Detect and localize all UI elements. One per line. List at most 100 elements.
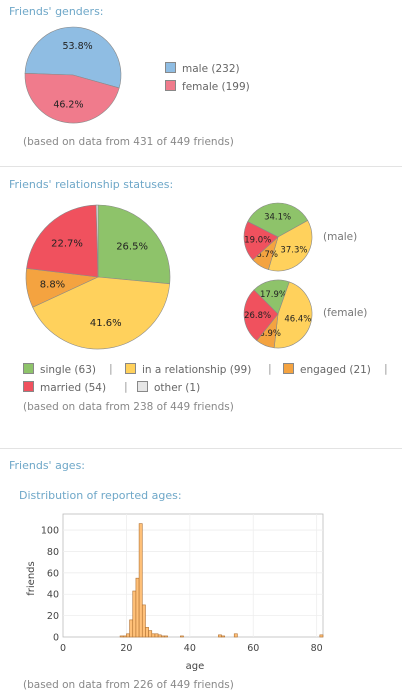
y-axis-label: friends: [26, 561, 37, 595]
legend-swatch-married: [23, 381, 34, 392]
x-tick-label: 0: [60, 643, 66, 654]
pie-slice-single: [97, 204, 171, 285]
legend-label-engaged: engaged (21): [300, 364, 371, 376]
histogram-bar: [233, 633, 238, 638]
legend-label-female: female (199): [182, 81, 250, 93]
x-tick-label: 80: [311, 643, 323, 654]
ages-note: (based on data from 226 of 449 friends): [23, 679, 234, 691]
pie-data-label: 53.8%: [62, 41, 92, 52]
histogram-bar: [319, 634, 324, 638]
legend-married: married (54): [23, 381, 106, 394]
relationship-pie-male: 34.1% 37.3%8.7% 19.0%: [243, 202, 313, 272]
pie-data-label: 41.6%: [90, 318, 122, 329]
legend-swatch-female: [165, 80, 176, 91]
pie-data-label: 26.8%: [244, 311, 271, 321]
histogram-bar: [154, 633, 159, 638]
pie-slice-married: [243, 289, 279, 342]
legend-label-in-relationship: in a relationship (99): [142, 364, 252, 376]
pie-data-label: 19.0%: [244, 236, 271, 246]
pie-slice-married: [243, 221, 279, 261]
legend-separator: |: [124, 380, 128, 393]
relationship-pie-overall: 26.5% 41.6% 8.8% 22.7%: [25, 204, 171, 350]
histogram-bar: [151, 633, 156, 638]
histogram-bar: [145, 627, 149, 638]
histogram-bar: [218, 634, 222, 638]
y-tick-label: 20: [47, 611, 59, 622]
histogram-bar: [119, 635, 124, 638]
y-tick-label: 40: [47, 590, 59, 601]
legend-label-married: married (54): [40, 382, 107, 394]
legend-label-other: other (1): [154, 382, 201, 394]
pie-slice-female: [24, 73, 120, 124]
legend-separator: |: [109, 362, 113, 375]
divider: [0, 448, 402, 449]
legend-swatch-single: [23, 363, 34, 374]
histogram-bar: [141, 604, 146, 638]
pie-data-label: 34.1%: [264, 213, 291, 223]
y-tick-label: 100: [41, 526, 59, 537]
histogram-bar: [129, 619, 134, 638]
genders-note: (based on data from 431 of 449 friends): [23, 136, 234, 148]
legend-other: other (1): [137, 381, 200, 394]
x-tick-label: 40: [184, 643, 196, 654]
legend-label-single: single (63): [40, 364, 96, 376]
legend-swatch-other: [137, 381, 148, 392]
genders-title: Friends' genders:: [9, 5, 104, 18]
pie-slice-in-a-relationship: [32, 276, 171, 350]
x-tick-label: 60: [247, 643, 259, 654]
pie-slice-other: [95, 204, 99, 278]
pie-data-label: 8.7%: [256, 250, 278, 260]
pie-data-label: 22.7%: [51, 238, 83, 249]
ages-title: Friends' ages:: [9, 459, 86, 472]
relationship-title: Friends' relationship statuses:: [9, 178, 174, 191]
histogram-bar: [148, 630, 153, 638]
y-tick-label: 60: [47, 568, 59, 579]
pie-data-label: 46.2%: [53, 100, 83, 111]
y-tick-label: 0: [53, 633, 59, 644]
pie-slice-in-a-relationship: [273, 281, 313, 349]
legend-swatch-male: [165, 62, 176, 73]
histogram-bar: [138, 523, 143, 638]
female-pie-label: (female): [323, 307, 368, 319]
relationship-pie-female: 17.9% 46.4%8.9% 26.8%: [243, 279, 313, 349]
plot-frame: [62, 513, 324, 638]
age-histogram: 0 20 40 60 80 100 0 20 40 60 80 age friends: [26, 513, 324, 672]
relationship-note: (based on data from 238 of 449 friends): [23, 401, 234, 413]
legend-label-male: male (232): [182, 63, 240, 75]
x-tick-label: 20: [120, 643, 132, 654]
y-tick-label: 80: [47, 547, 59, 558]
legend-swatch-in-relationship: [125, 363, 136, 374]
divider: [0, 166, 402, 167]
x-axis-label: age: [186, 661, 205, 672]
genders-pie: 53.8% 46.2%: [24, 26, 122, 124]
histogram-bar: [132, 590, 137, 638]
pie-data-label: 37.3%: [280, 246, 307, 256]
histogram-bar: [180, 635, 184, 638]
ages-subtitle: Distribution of reported ages:: [19, 489, 182, 502]
legend-male: male (232): [165, 62, 240, 75]
histogram-bar: [135, 577, 140, 638]
legend-separator: |: [268, 362, 272, 375]
legend-in-relationship: in a relationship (99): [125, 363, 251, 376]
pie-slice-married: [26, 204, 99, 278]
pie-slice-male: [24, 26, 122, 89]
histogram-bar: [126, 633, 130, 638]
histogram-bar: [221, 635, 226, 638]
pie-slice-in-a-relationship: [268, 220, 313, 272]
male-pie-label: (male): [323, 231, 358, 243]
pie-data-label: 46.4%: [284, 315, 311, 325]
legend-engaged: engaged (21): [283, 363, 371, 376]
histogram-bar: [122, 635, 127, 638]
legend-separator: |: [384, 362, 388, 375]
legend-single: single (63): [23, 363, 96, 376]
pie-data-label: 8.9%: [259, 329, 281, 339]
legend-swatch-engaged: [283, 363, 294, 374]
pie-data-label: 8.8%: [40, 280, 65, 291]
histogram-bar: [160, 635, 165, 638]
pie-data-label: 26.5%: [116, 241, 148, 252]
histogram-bar: [164, 635, 168, 638]
histogram-bar: [157, 634, 162, 638]
legend-female: female (199): [165, 80, 250, 93]
pie-data-label: 17.9%: [260, 290, 287, 300]
